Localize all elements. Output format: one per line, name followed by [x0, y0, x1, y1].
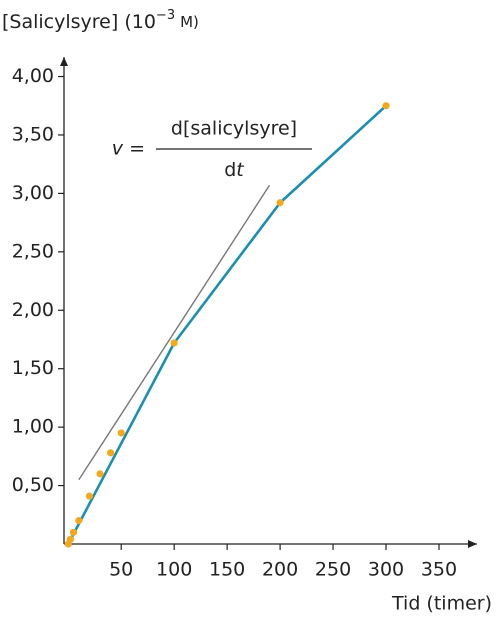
equation-numerator: d[salicylsyre]	[171, 118, 297, 140]
tangent-line	[78, 184, 271, 481]
curve	[67, 104, 387, 545]
y-tick-label: 2,50	[12, 240, 54, 262]
x-tick-label: 100	[156, 559, 192, 581]
y-tick-label: 3,50	[12, 123, 54, 145]
y-tick-label: 1,50	[12, 357, 54, 379]
y-axis-label: [Salicylsyre] (10−3 M)	[2, 8, 199, 33]
data-point	[382, 102, 390, 110]
denominator-d: d	[224, 159, 236, 181]
y-label-text: [Salicylsyre] (10	[2, 11, 156, 33]
x-tick-label: 350	[421, 559, 457, 581]
x-tick-label: 150	[209, 559, 245, 581]
x-tick-label: 300	[368, 559, 404, 581]
data-point	[96, 470, 104, 478]
data-point	[117, 429, 125, 437]
data-point	[66, 535, 74, 543]
data-point	[170, 339, 178, 347]
y-tick-label: 0,50	[12, 474, 54, 496]
denominator-t: t	[236, 159, 245, 181]
y-label-unit: M)	[180, 13, 199, 31]
y-tick-label: 2,00	[12, 299, 54, 321]
equation: v = d[salicylsyre] dt	[112, 118, 312, 181]
y-tick-label: 3,00	[12, 182, 54, 204]
data-point	[107, 449, 115, 457]
y-label-sup: −3	[156, 8, 175, 23]
equation-lhs: v =	[112, 138, 145, 160]
equation-denominator: dt	[224, 159, 245, 181]
x-axis-label: Tid (timer)	[391, 593, 492, 615]
y-tick-label: 1,00	[12, 416, 54, 438]
y-tick-label: 4,00	[12, 65, 54, 87]
data-point	[75, 517, 83, 525]
data-point	[85, 492, 94, 500]
data-point	[276, 199, 284, 207]
x-tick-label: 50	[109, 559, 133, 581]
x-tick-label: 250	[315, 559, 351, 581]
x-tick-label: 200	[262, 559, 298, 581]
data-point	[69, 528, 78, 536]
